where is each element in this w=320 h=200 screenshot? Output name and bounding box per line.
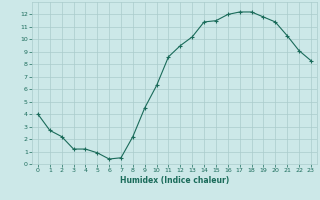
X-axis label: Humidex (Indice chaleur): Humidex (Indice chaleur) <box>120 176 229 185</box>
